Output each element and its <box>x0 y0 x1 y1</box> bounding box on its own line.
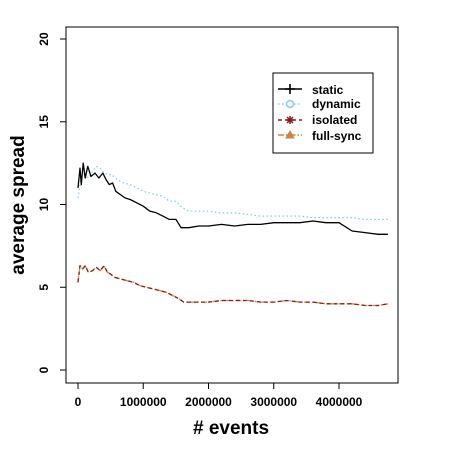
y-axis-title: average spread <box>8 135 29 274</box>
legend-label-dynamic: dynamic <box>312 97 361 111</box>
x-tick-label: 4000000 <box>316 395 363 409</box>
legend-label-static: static <box>312 83 344 97</box>
x-tick-label: 3000000 <box>250 395 297 409</box>
y-tick-label: 5 <box>37 284 51 291</box>
legend-marker-full-sync <box>285 129 295 139</box>
x-tick-label: 2000000 <box>185 395 232 409</box>
legend-marker-static <box>285 84 295 94</box>
series-line-dynamic <box>77 165 388 221</box>
series-line-static <box>77 162 388 235</box>
legend: static dynamic isolated full-sync <box>272 72 374 154</box>
series-line-isolated <box>77 265 389 307</box>
legend-marker-dynamic <box>285 99 295 109</box>
x-axis-title: # events <box>193 418 269 439</box>
series-lines <box>77 162 389 307</box>
y-tick-label: 15 <box>37 115 51 129</box>
legend-keys <box>278 84 302 139</box>
y-axis: 0 5 10 15 20 <box>37 32 67 373</box>
legend-marker-isolated <box>286 116 294 124</box>
x-axis: 0 1000000 2000000 3000000 4000000 <box>75 382 363 409</box>
y-tick-label: 0 <box>37 366 51 373</box>
legend-label-full-sync: full-sync <box>312 129 362 143</box>
y-tick-label: 20 <box>37 32 51 46</box>
series-line-full-sync <box>77 265 389 307</box>
y-tick-label: 10 <box>37 198 51 212</box>
x-tick-label: 1000000 <box>120 395 167 409</box>
legend-label-isolated: isolated <box>312 113 357 127</box>
x-tick-label: 0 <box>75 395 82 409</box>
